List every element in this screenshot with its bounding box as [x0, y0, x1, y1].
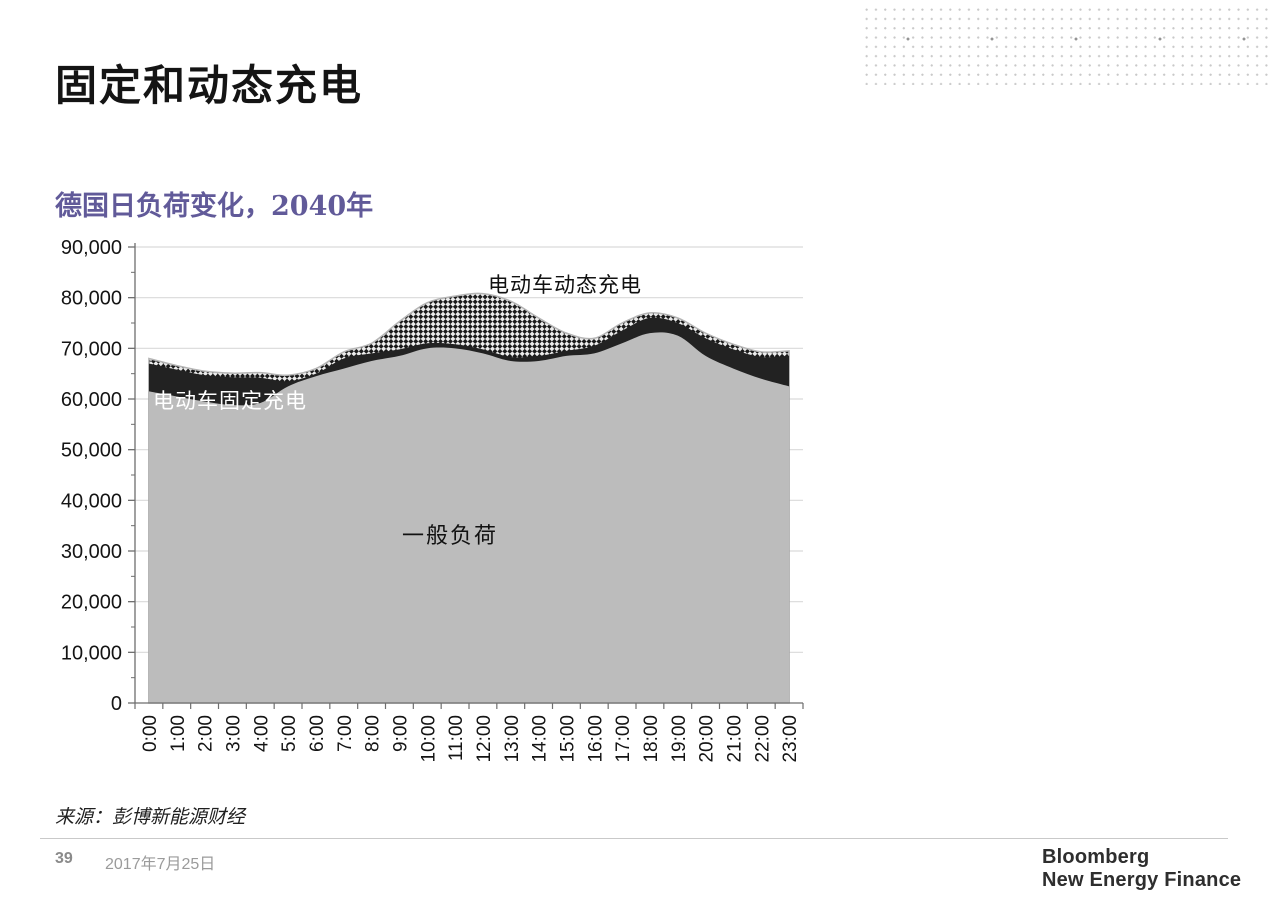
logo-line-2: New Energy Finance	[1042, 869, 1242, 891]
footer-divider	[40, 838, 1228, 839]
x-tick-label: 8:00	[363, 715, 384, 752]
x-tick-label: 1:00	[168, 715, 189, 752]
x-tick-label: 2:00	[196, 715, 217, 752]
y-tick-label: 20,000	[61, 592, 122, 614]
x-tick-label: 12:00	[474, 715, 495, 763]
load-chart: 0 10,000 20,000 30,000 40,000 50,000 60,000 70,…	[0, 235, 860, 795]
y-tick-label: 60,000	[61, 389, 122, 411]
x-tick-label: 11:00	[446, 715, 467, 761]
bloomberg-nef-logo: Bloomberg New Energy Finance	[1042, 846, 1241, 892]
x-tick-label: 3:00	[223, 715, 244, 752]
y-tick-label: 40,000	[61, 490, 122, 512]
area-general-load	[148, 332, 790, 703]
y-tick-label: 0	[111, 693, 122, 715]
series-label-general-load: 一般负荷	[402, 524, 499, 549]
x-tick-label: 16:00	[585, 715, 606, 763]
x-tick-label: 17:00	[613, 715, 634, 763]
x-tick-label: 14:00	[530, 715, 551, 763]
source-note: 来源：彭博新能源财经	[55, 806, 246, 828]
y-tick-label: 90,000	[61, 237, 122, 259]
x-tick-label: 9:00	[390, 715, 411, 752]
dot-pattern-decoration	[862, 5, 1274, 85]
x-tick-label: 22:00	[752, 715, 773, 763]
page-number: 39	[55, 850, 73, 867]
y-tick-label: 10,000	[61, 642, 122, 664]
x-tick-label: 6:00	[307, 715, 328, 752]
y-tick-label: 80,000	[61, 288, 122, 310]
series-label-dynamic-charging: 电动车动态充电	[488, 273, 642, 297]
x-tick-label: 5:00	[279, 715, 300, 752]
x-tick-label: 19:00	[669, 715, 690, 763]
chart-title: 德国日负荷变化，2040年	[55, 191, 374, 222]
y-tick-label: 30,000	[61, 541, 122, 563]
x-tick-label: 7:00	[335, 715, 356, 752]
page-title: 固定和动态充电	[55, 61, 364, 110]
footer-date: 2017年7月25日	[105, 856, 216, 873]
series-label-fixed-charging: 电动车固定充电	[153, 389, 307, 413]
x-tick-label: 15:00	[557, 715, 578, 763]
x-tick-label: 20:00	[697, 715, 718, 763]
x-tick-label: 13:00	[502, 715, 523, 763]
y-tick-label: 70,000	[61, 338, 122, 360]
x-tick-label: 23:00	[780, 715, 801, 763]
x-tick-label: 4:00	[251, 715, 272, 752]
logo-line-1: Bloomberg	[1042, 846, 1150, 868]
x-tick-label: 21:00	[724, 715, 745, 763]
y-tick-label: 50,000	[61, 440, 122, 462]
x-tick-label: 10:00	[418, 715, 439, 763]
load-chart-svg: 0 10,000 20,000 30,000 40,000 50,000 60,000 70,…	[61, 237, 804, 763]
x-tick-label: 18:00	[641, 715, 662, 763]
x-tick-label: 0:00	[140, 715, 161, 752]
